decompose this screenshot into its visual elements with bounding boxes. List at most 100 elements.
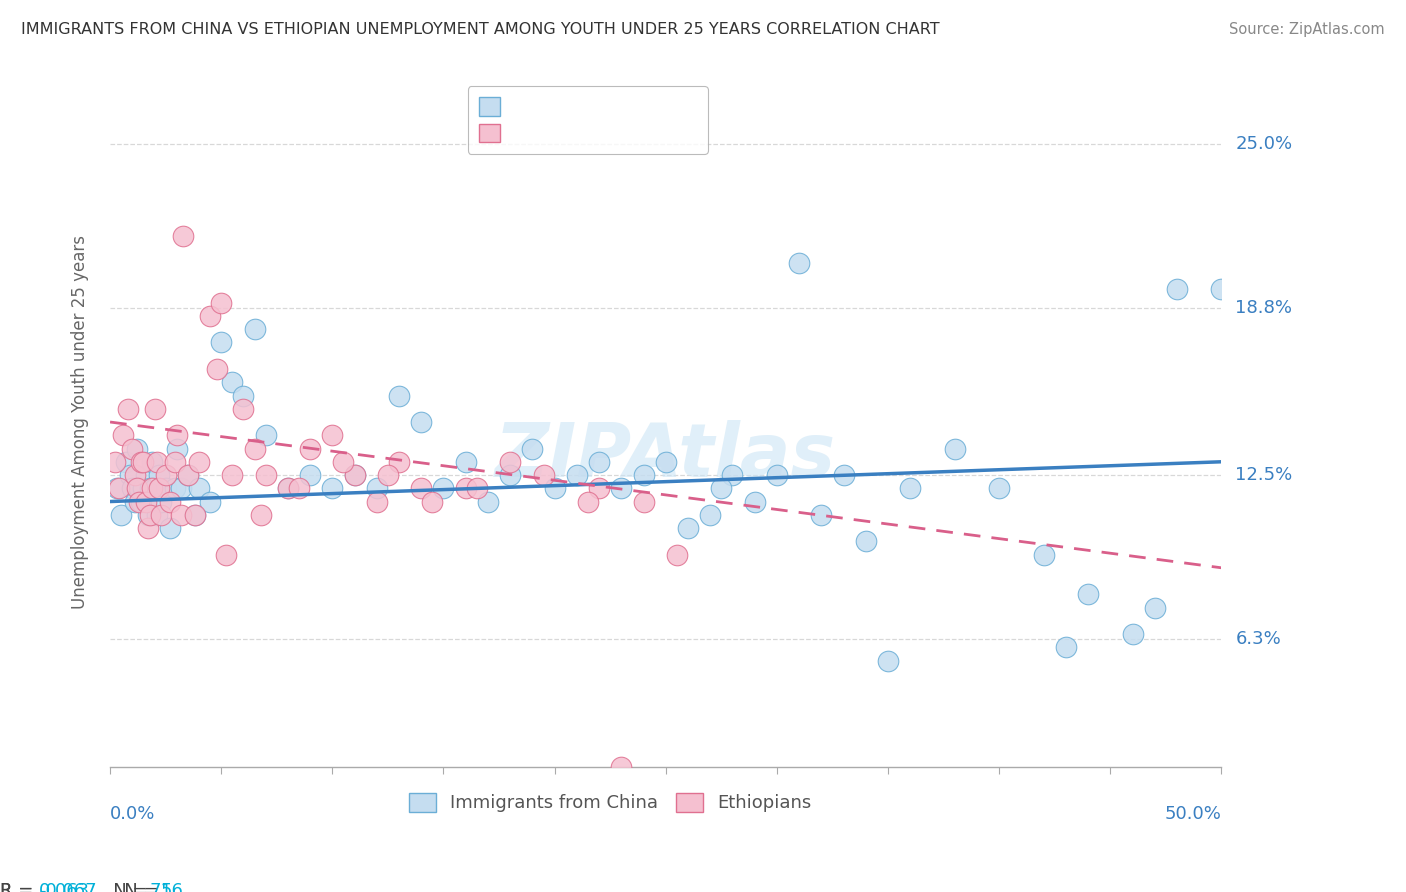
- Point: [209, 295, 232, 310]
- Point: [132, 481, 155, 495]
- Point: [198, 309, 221, 323]
- Point: [183, 508, 205, 522]
- Text: ZIPAtlas: ZIPAtlas: [495, 420, 837, 493]
- Point: [121, 481, 143, 495]
- Point: [277, 481, 299, 495]
- Point: [135, 468, 157, 483]
- Point: [454, 455, 477, 469]
- Point: [288, 481, 311, 495]
- Point: [543, 481, 565, 495]
- Point: [108, 481, 131, 495]
- Text: 56: 56: [160, 882, 183, 892]
- Point: [499, 455, 522, 469]
- Point: [411, 415, 433, 429]
- Text: 6.3%: 6.3%: [1236, 631, 1281, 648]
- Point: [145, 508, 167, 522]
- Point: [565, 468, 588, 483]
- Point: [699, 508, 721, 522]
- Point: [129, 455, 152, 469]
- Point: [105, 481, 128, 495]
- Point: [299, 468, 322, 483]
- Point: [710, 481, 733, 495]
- Point: [522, 442, 544, 456]
- Point: [112, 428, 135, 442]
- Point: [177, 468, 200, 483]
- Point: [136, 508, 159, 522]
- Point: [170, 508, 193, 522]
- Point: [163, 455, 186, 469]
- Point: [250, 508, 273, 522]
- Point: [183, 508, 205, 522]
- Point: [610, 759, 633, 773]
- Point: [177, 468, 200, 483]
- Point: [139, 508, 162, 522]
- Point: [124, 494, 146, 508]
- Point: [232, 388, 254, 402]
- Point: [787, 256, 810, 270]
- Point: [243, 322, 266, 336]
- Point: [188, 481, 211, 495]
- Point: [141, 455, 163, 469]
- Point: [232, 401, 254, 416]
- Point: [676, 521, 699, 535]
- Point: [205, 362, 228, 376]
- Point: [454, 481, 477, 495]
- Point: [655, 455, 678, 469]
- Point: [141, 481, 163, 495]
- Point: [1077, 587, 1099, 601]
- Point: [254, 428, 277, 442]
- Text: Source: ZipAtlas.com: Source: ZipAtlas.com: [1229, 22, 1385, 37]
- Point: [163, 481, 186, 495]
- Point: [411, 481, 433, 495]
- Point: [588, 455, 610, 469]
- Text: IMMIGRANTS FROM CHINA VS ETHIOPIAN UNEMPLOYMENT AMONG YOUTH UNDER 25 YEARS CORRE: IMMIGRANTS FROM CHINA VS ETHIOPIAN UNEMP…: [21, 22, 939, 37]
- Point: [877, 654, 900, 668]
- Point: [588, 481, 610, 495]
- Point: [121, 442, 143, 456]
- Point: [150, 508, 173, 522]
- Point: [145, 455, 167, 469]
- Text: -0.067: -0.067: [39, 882, 97, 892]
- Point: [432, 481, 454, 495]
- Point: [388, 455, 411, 469]
- Point: [576, 494, 599, 508]
- Point: [633, 494, 655, 508]
- Point: [1032, 548, 1054, 562]
- Point: [832, 468, 855, 483]
- Point: [810, 508, 832, 522]
- Text: 12.5%: 12.5%: [1236, 466, 1292, 484]
- Point: [744, 494, 766, 508]
- Point: [533, 468, 555, 483]
- Text: 25.0%: 25.0%: [1236, 135, 1292, 153]
- Point: [132, 455, 155, 469]
- Point: [110, 508, 132, 522]
- Text: 0.063: 0.063: [39, 882, 90, 892]
- Point: [377, 468, 399, 483]
- Point: [943, 442, 966, 456]
- Point: [117, 401, 139, 416]
- Point: [321, 428, 343, 442]
- Point: [388, 388, 411, 402]
- Point: [277, 481, 299, 495]
- Point: [125, 481, 148, 495]
- Point: [343, 468, 366, 483]
- Point: [221, 468, 243, 483]
- Point: [477, 494, 499, 508]
- Point: [898, 481, 921, 495]
- Point: [159, 521, 181, 535]
- Point: [120, 468, 142, 483]
- Point: [633, 468, 655, 483]
- Point: [254, 468, 277, 483]
- Point: [136, 521, 159, 535]
- Text: R =: R =: [0, 882, 39, 892]
- Point: [321, 481, 343, 495]
- Point: [665, 548, 688, 562]
- Point: [988, 481, 1011, 495]
- Point: [155, 481, 177, 495]
- Point: [128, 494, 150, 508]
- Y-axis label: Unemployment Among Youth under 25 years: Unemployment Among Youth under 25 years: [72, 235, 89, 609]
- Text: 71: 71: [149, 882, 172, 892]
- Point: [103, 455, 125, 469]
- Point: [143, 481, 166, 495]
- Point: [148, 468, 170, 483]
